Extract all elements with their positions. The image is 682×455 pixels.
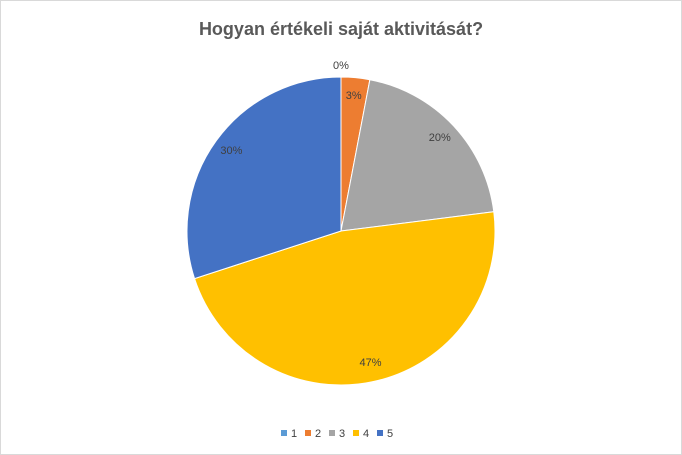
legend-swatch	[281, 430, 287, 436]
legend-label: 2	[315, 428, 321, 440]
data-label: 47%	[360, 357, 382, 369]
data-label: 20%	[429, 132, 451, 144]
pie-slice	[340, 79, 495, 232]
data-label: 30%	[220, 145, 242, 157]
legend-swatch	[329, 430, 335, 436]
pie-slice	[193, 211, 496, 386]
legend-swatch	[305, 430, 311, 436]
legend-swatch	[377, 430, 383, 436]
legend-label: 1	[291, 428, 297, 440]
data-label: 0%	[333, 60, 349, 72]
legend-label: 3	[339, 428, 345, 440]
legend-swatch	[353, 430, 359, 436]
data-label: 3%	[346, 90, 362, 102]
pie-slice	[186, 76, 342, 280]
chart-title: Hogyan értékeli saját aktivitását?	[199, 19, 483, 39]
legend-label: 4	[363, 428, 369, 440]
legend-label: 5	[387, 428, 393, 440]
